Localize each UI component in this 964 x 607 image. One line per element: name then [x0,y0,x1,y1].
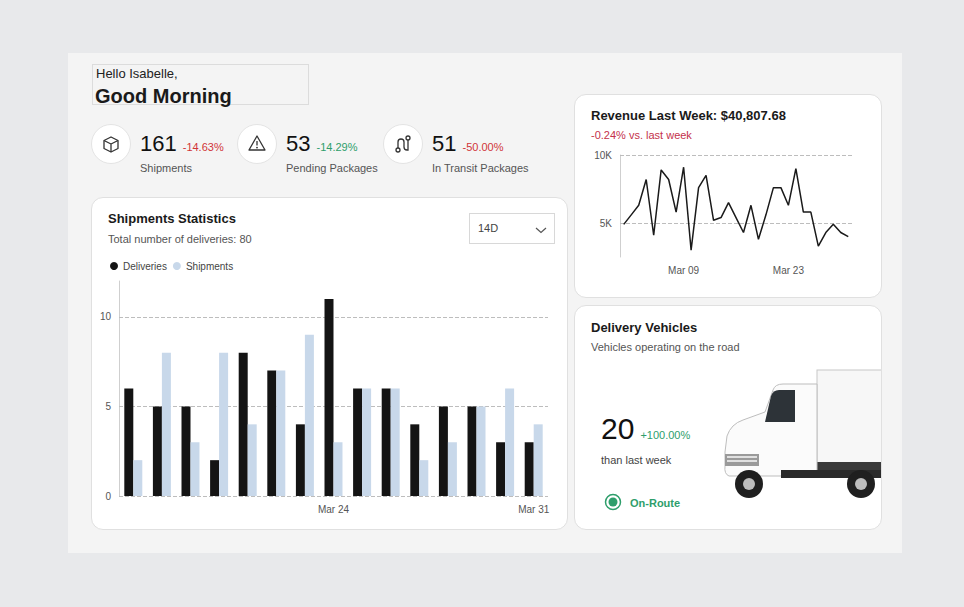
svg-text:0: 0 [105,491,111,502]
html-text:Shipments Statistics: Shipments Statistics [108,211,236,226]
svg-text:Shipments: Shipments [186,261,233,272]
svg-text:10: 10 [100,311,112,322]
html-text:In Transit Packages: In Transit Packages [432,162,529,174]
svg-text:5K: 5K [600,218,613,229]
html-text:Pending Packages: Pending Packages [286,162,378,174]
svg-text:Mar 09: Mar 09 [668,265,700,276]
svg-text:Mar 23: Mar 23 [773,265,805,276]
html-text:Shipments: Shipments [140,162,192,174]
html-text:Vehicles operating on the road: Vehicles operating on the road [591,341,740,353]
html-text:Delivery Vehicles: Delivery Vehicles [591,320,698,335]
html-text:than last week: than last week [601,454,672,466]
html-text:51: 51 [432,131,457,156]
svg-text:10K: 10K [594,150,612,161]
html-text:-14.29%: -14.29% [316,141,358,153]
html-text:-14.63%: -14.63% [182,141,224,153]
html-text:53: 53 [286,131,311,156]
html-text:Good Morning: Good Morning [95,85,232,107]
svg-text:Deliveries: Deliveries [123,261,167,272]
html-text:Total number of deliveries: 80: Total number of deliveries: 80 [108,233,252,245]
svg-text:Mar 24: Mar 24 [318,504,350,515]
html-text:20: 20 [601,412,635,445]
html-text:On-Route: On-Route [630,497,681,509]
html-text:14D: 14D [478,222,499,234]
html-text:Revenue Last Week: $40,807.68: Revenue Last Week: $40,807.68 [591,108,786,123]
html-text:+100.00%: +100.00% [640,429,691,441]
html-text:-50.00%: -50.00% [462,141,504,153]
html-text:-0.24% vs. last week: -0.24% vs. last week [591,129,692,141]
svg-text:5: 5 [105,401,111,412]
html-text:161: 161 [140,131,177,156]
svg-text:Mar 31: Mar 31 [518,504,550,515]
html-text:Hello Isabelle,: Hello Isabelle, [96,66,178,81]
